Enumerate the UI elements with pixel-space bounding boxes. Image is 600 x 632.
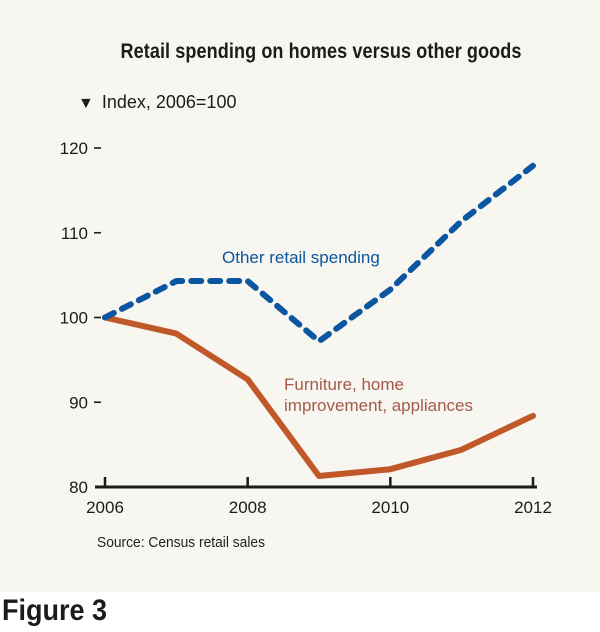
triangle-down-icon: ▼ [78, 95, 94, 112]
source-note: Source: Census retail sales [97, 534, 265, 551]
x-tick-label: 2010 [371, 498, 409, 517]
series-line-furniture [102, 314, 536, 479]
y-tick-label: 80 [69, 478, 88, 497]
y-tick-label: 120 [60, 139, 88, 158]
x-tick-label: 2012 [514, 498, 552, 517]
x-tick-label: 2006 [86, 498, 124, 517]
y-axis: 80 90 100 110 120 [60, 139, 101, 497]
x-tick-label: 2008 [229, 498, 267, 517]
chart-title: Retail spending on homes versus other go… [120, 40, 522, 63]
subtitle-text: Index, 2006=100 [101, 92, 237, 112]
series-line-other-retail [102, 162, 536, 345]
series-labels: Other retail spending Furniture, home impr… [222, 248, 473, 415]
y-tick-label: 90 [69, 393, 88, 412]
series-label-furniture-line: improvement, appliances [284, 396, 473, 415]
chart-panel [0, 0, 600, 592]
y-tick-label: 110 [61, 224, 88, 243]
series-label-furniture-line: Furniture, home [284, 375, 404, 394]
x-axis: 2006 2008 2010 2012 [86, 477, 552, 517]
chart-subtitle: ▼ Index, 2006=100 [78, 92, 236, 113]
series-layer [102, 162, 536, 479]
series-label-other-retail: Other retail spending [222, 248, 380, 267]
line-chart: 80 90 100 110 120 2006 2008 2010 2012 Other ret… [60, 139, 552, 517]
y-tick-label: 100 [60, 309, 88, 328]
figure-label: Figure 3 [2, 594, 108, 627]
